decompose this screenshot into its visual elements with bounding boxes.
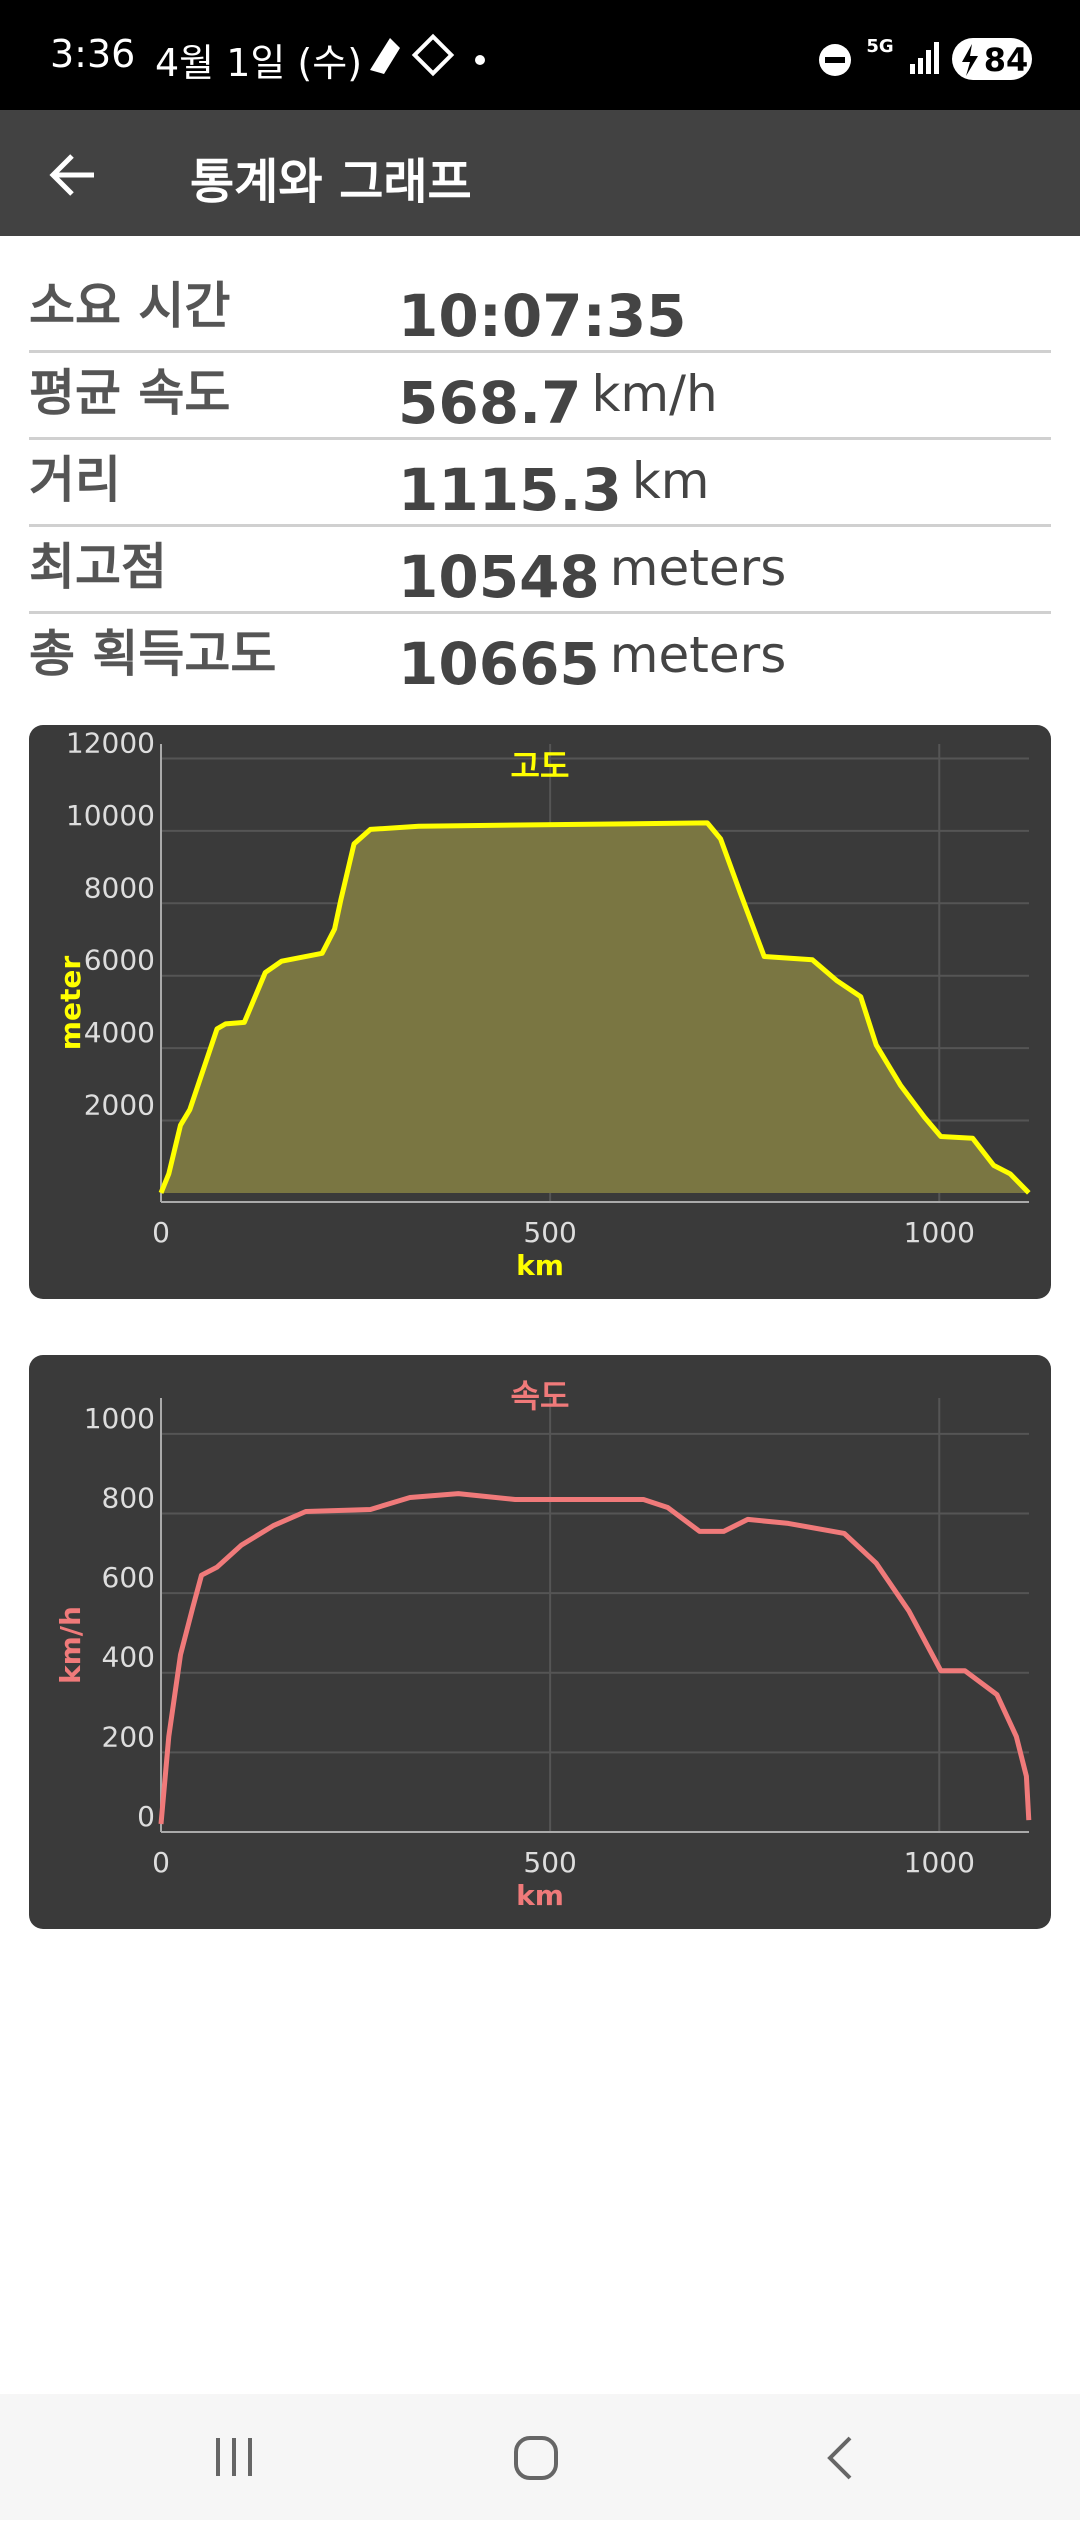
x-axis-title: km [516,1879,564,1912]
network: 5G [866,36,893,57]
x-tick-label: 0 [152,1846,170,1879]
y-tick-label: 0 [137,1800,155,1833]
stat-label: 소요 시간 [29,277,231,335]
stat-value: 1115.3 [398,456,622,524]
chart: 0 200 400 600 800 1000 0 500 1000 속도 km km/h [29,1355,1051,1929]
stat-value: 568.7 [398,369,582,437]
x-axis-title: km [516,1249,564,1282]
status-bar: 3:36 4월 1일 (수) 5G 84 [0,0,1080,110]
nav-buttons [216,2436,852,2480]
system-icons: 5G 84 [819,36,1032,80]
chart-title: 속도 [511,1377,570,1415]
stat-value-group: 10665 meters [398,626,786,698]
x-tick-label: 0 [152,1216,170,1249]
stat-value: 10:07:35 [398,282,687,350]
y-tick-label: 4000 [84,1016,155,1049]
x-tick-label: 1000 [904,1846,975,1879]
time: 3:36 [50,32,136,76]
battery-level: 84 [984,41,1029,79]
stat-value-group: 10548 meters [398,539,786,611]
line [158,820,1031,1195]
stat-label: 최고점 [29,538,167,596]
y-tick-label: 12000 [66,726,155,759]
y-tick-label: 200 [102,1720,155,1753]
app-bar: 통계와 그래프 [0,110,1080,236]
app-title: 통계와 그래프 [190,154,472,210]
line [158,1491,1032,1825]
recents-button[interactable] [216,2438,252,2476]
x-tick-label: 500 [523,1216,576,1249]
y-tick-label: 6000 [84,944,155,977]
y-axis-title: meter [54,956,87,1051]
stat-row: 소요 시간 10:07:35 [29,264,1051,353]
stat-row: 총 획득고도 10665 meters [29,612,1051,698]
notification-icons [370,33,485,77]
home-button[interactable] [514,2436,558,2480]
chart-panel [29,1355,1051,1929]
y-tick-label: 10000 [66,799,155,832]
y-tick-label: 600 [102,1561,155,1594]
stat-value-group: 1115.3 km [398,452,710,524]
nav-bar [0,2394,1080,2520]
stat-row: 최고점 10548 meters [29,525,1051,614]
chart: 2000 4000 6000 8000 10000 12000 0 500 1000 고도 km me… [29,725,1051,1299]
stat-label: 평균 속도 [29,364,231,422]
x-tick-label: 500 [523,1846,576,1879]
y-tick-label: 800 [102,1481,155,1514]
stat-unit: km/h [591,365,718,423]
stat-value: 10548 [398,543,600,611]
stat-row: 평균 속도 568.7 km/h [29,351,1051,440]
stat-label: 총 획득고도 [29,625,277,683]
stat-unit: km [631,452,710,510]
y-tick-label: 8000 [84,871,155,904]
y-tick-label: 1000 [84,1402,155,1435]
y-axis-title: km/h [54,1606,87,1684]
back-button[interactable] [48,150,98,200]
chart-title: 고도 [511,747,570,785]
area [161,822,1029,1193]
stat-value-group: 568.7 km/h [398,365,718,437]
stat-value: 10665 [398,630,600,698]
stat-label: 거리 [29,451,121,509]
stat-value-group: 10:07:35 [398,282,687,350]
date: 4월 1일 (수) [155,41,363,85]
stat-row: 거리 1115.3 km [29,438,1051,527]
x-tick-label: 1000 [904,1216,975,1249]
stat-unit: meters [609,626,787,684]
y-tick-label: 2000 [84,1089,155,1122]
stat-unit: meters [609,539,787,597]
y-tick-label: 400 [102,1641,155,1674]
back-nav-button[interactable] [827,2436,852,2480]
